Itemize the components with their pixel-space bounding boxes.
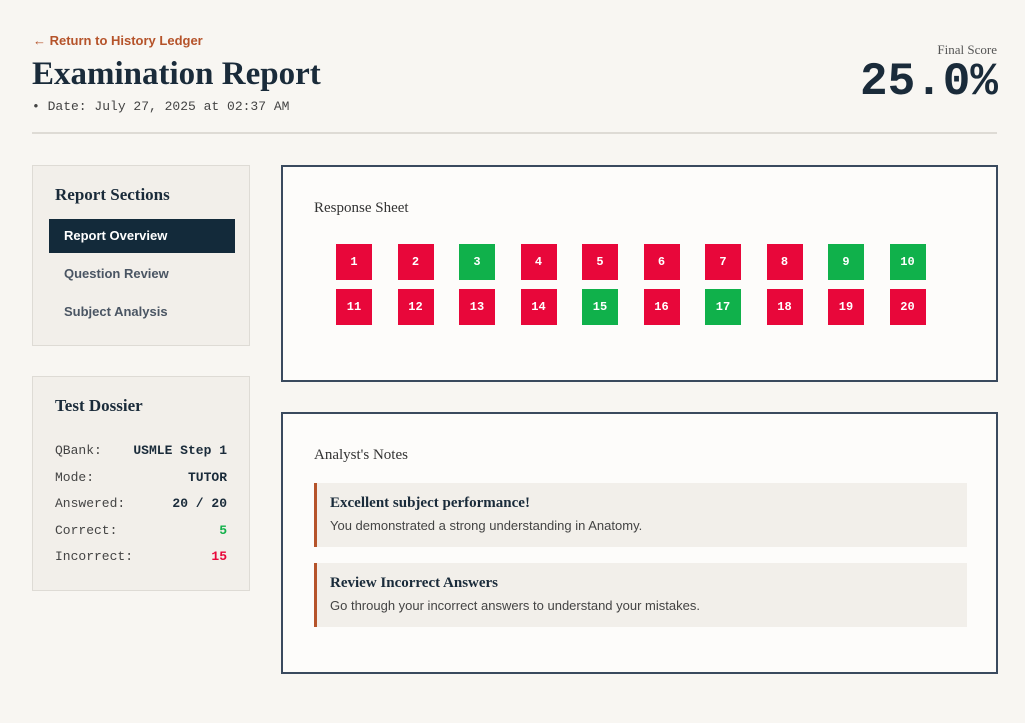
nav-title: Report Sections (55, 185, 170, 204)
dossier-label: QBank: (55, 443, 102, 458)
page-title: Examination Report (32, 56, 321, 92)
panel-title: Response Sheet (314, 200, 409, 216)
dossier-box: Test Dossier QBank: USMLE Step 1 Mode: TUTO… (32, 376, 250, 591)
dossier-value: 15 (211, 549, 227, 564)
note-text: Go through your incorrect answers to und… (330, 598, 700, 613)
divider (32, 132, 997, 134)
question-cell[interactable]: 12 (397, 289, 434, 325)
question-cell[interactable]: 14 (520, 289, 557, 325)
dossier-label: Answered: (55, 496, 126, 511)
dossier-value: USMLE Step 1 (133, 443, 227, 458)
note-title: Review Incorrect Answers (330, 575, 499, 591)
date: • Date: July 27, 2025 at 02:37 AM (32, 99, 290, 114)
question-cell[interactable]: 2 (397, 244, 434, 280)
question-cell[interactable]: 15 (582, 289, 618, 325)
dossier-value: 5 (219, 522, 227, 538)
question-cell[interactable]: 7 (705, 244, 741, 280)
dossier-value: TUTOR (187, 469, 227, 485)
dossier-row: Mode: TUTOR (55, 470, 227, 485)
nav-box: Report Sections Report Overview Question … (32, 165, 250, 346)
dossier-row: Correct: 5 (55, 523, 227, 538)
question-cell[interactable]: 16 (643, 289, 680, 325)
dossier-label: Incorrect: (55, 549, 134, 564)
note-text: You demonstrated a strong understanding … (330, 518, 643, 533)
nav-item[interactable]: Subject Analysis (64, 304, 168, 319)
dossier-value: 20 / 20 (172, 496, 227, 511)
response-panel: Response Sheet 1 2 3 4 5 6 7 8 9 10 11 12 13 14 15 16 17… (281, 165, 998, 382)
dossier-row: Answered: 20 / 20 (55, 496, 227, 511)
note-card: Excellent subject performance! You demons… (314, 483, 967, 547)
question-cell[interactable]: 10 (889, 244, 926, 280)
question-cell[interactable]: 6 (643, 244, 680, 280)
question-cell[interactable]: 18 (766, 289, 803, 325)
note-title: Excellent subject performance! (330, 495, 530, 511)
dossier-label: Mode: (55, 469, 95, 485)
question-cell[interactable]: 13 (459, 289, 495, 325)
score: 25.0% (859, 56, 998, 108)
question-cell[interactable]: 1 (336, 244, 372, 280)
back-link[interactable]: ← Return to History Ledger (33, 33, 203, 48)
nav-item[interactable]: Question Review (64, 266, 169, 281)
question-cell[interactable]: 8 (766, 244, 803, 280)
dossier-row: QBank: USMLE Step 1 (55, 443, 227, 458)
question-cell[interactable]: 5 (582, 244, 618, 280)
question-cell[interactable]: 11 (336, 289, 372, 325)
dossier-row: Incorrect: 15 (55, 549, 227, 564)
panel-title: Analyst's Notes (314, 447, 408, 463)
question-cell[interactable]: 3 (459, 244, 495, 280)
dossier-title: Test Dossier (55, 396, 143, 415)
nav-item[interactable]: Report Overview (49, 219, 235, 253)
dossier-label: Correct: (55, 522, 118, 538)
question-cell[interactable]: 17 (705, 289, 741, 325)
notes-panel: Analyst's Notes Excellent subject perfor… (281, 412, 998, 674)
note-card: Review Incorrect Answers Go through your … (314, 563, 967, 627)
score-label: Final Score (937, 42, 997, 57)
question-cell[interactable]: 9 (828, 244, 864, 280)
question-cell[interactable]: 19 (828, 289, 864, 325)
question-cell[interactable]: 4 (520, 244, 557, 280)
question-cell[interactable]: 20 (889, 289, 926, 325)
